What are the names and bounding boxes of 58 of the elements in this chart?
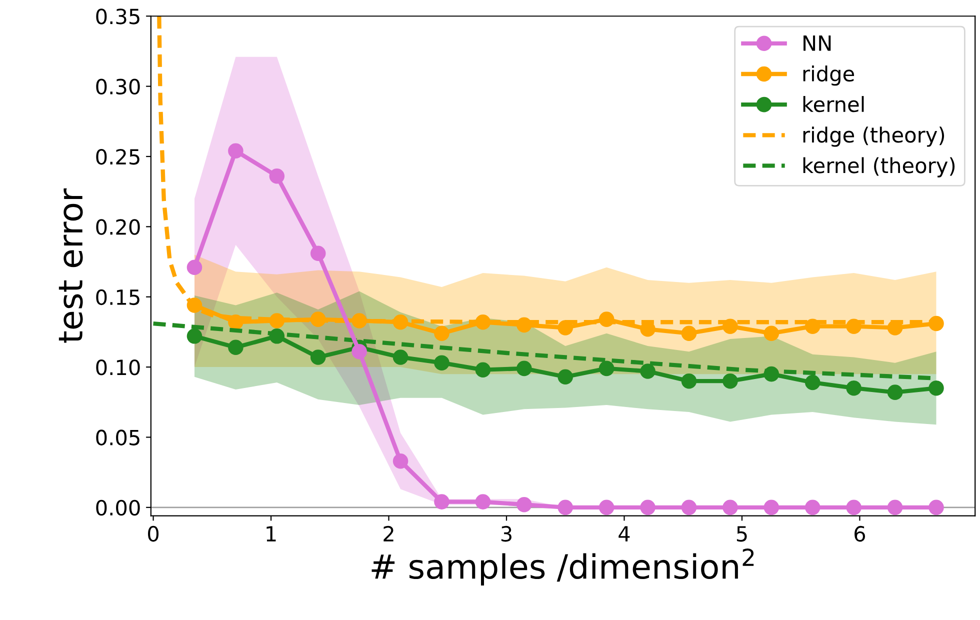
point: [887, 384, 903, 400]
x-tick-label: 1: [266, 526, 276, 542]
point: [558, 320, 574, 336]
point: [681, 500, 697, 516]
point: [598, 500, 614, 516]
x-axis-title: # samples /dimension$^{2}$: [372, 548, 754, 586]
point: [392, 350, 408, 365]
y-tick-label: 0.00: [96, 500, 140, 516]
point: [928, 380, 944, 396]
point: [228, 143, 244, 159]
y-tick-label: 0.05: [96, 430, 140, 446]
y-tick-label: 0.25: [96, 148, 140, 165]
point: [681, 326, 697, 341]
y-tick-label: 0.20: [96, 219, 140, 235]
x-tick-label: 3: [501, 526, 512, 542]
y-tick-label: 0.10: [96, 360, 140, 376]
x-tick-label: 6: [854, 526, 866, 542]
point: [928, 500, 944, 516]
x-tick-label: 4: [618, 526, 630, 542]
point: [887, 500, 903, 516]
point: [186, 260, 202, 276]
point: [598, 360, 614, 376]
point: [558, 500, 574, 516]
point: [764, 326, 780, 341]
legend-label: kernel (theory): [803, 157, 955, 178]
legend-label: ridge: [803, 65, 854, 86]
x-tick-label: 5: [736, 526, 747, 542]
point: [722, 500, 738, 516]
point: [352, 344, 367, 360]
y-tick-label: 0.30: [96, 78, 140, 95]
point: [434, 326, 450, 341]
point: [804, 500, 820, 516]
point: [392, 453, 408, 469]
y-axis-title: test error: [58, 188, 83, 343]
legend-label: NN: [804, 36, 831, 51]
point: [764, 500, 780, 516]
point: [475, 362, 491, 378]
point: [434, 355, 450, 370]
point: [640, 500, 656, 516]
y-tick-label: 0.15: [96, 289, 140, 306]
point: [269, 168, 285, 184]
x-tick-label: 0: [148, 526, 159, 542]
point: [722, 373, 738, 389]
point: [310, 350, 326, 365]
point: [804, 374, 820, 390]
point: [186, 328, 202, 344]
legend-label: kernel: [803, 96, 864, 112]
legend-label: ridge (theory): [803, 126, 944, 147]
point: [310, 246, 326, 261]
point: [846, 380, 862, 396]
y-tick-label: 0.35: [96, 8, 140, 24]
point: [846, 500, 862, 516]
point: [228, 340, 244, 356]
point: [681, 373, 697, 389]
point: [640, 364, 656, 379]
x-tick-label: 2: [384, 526, 394, 542]
point: [558, 369, 574, 385]
point: [516, 360, 532, 376]
